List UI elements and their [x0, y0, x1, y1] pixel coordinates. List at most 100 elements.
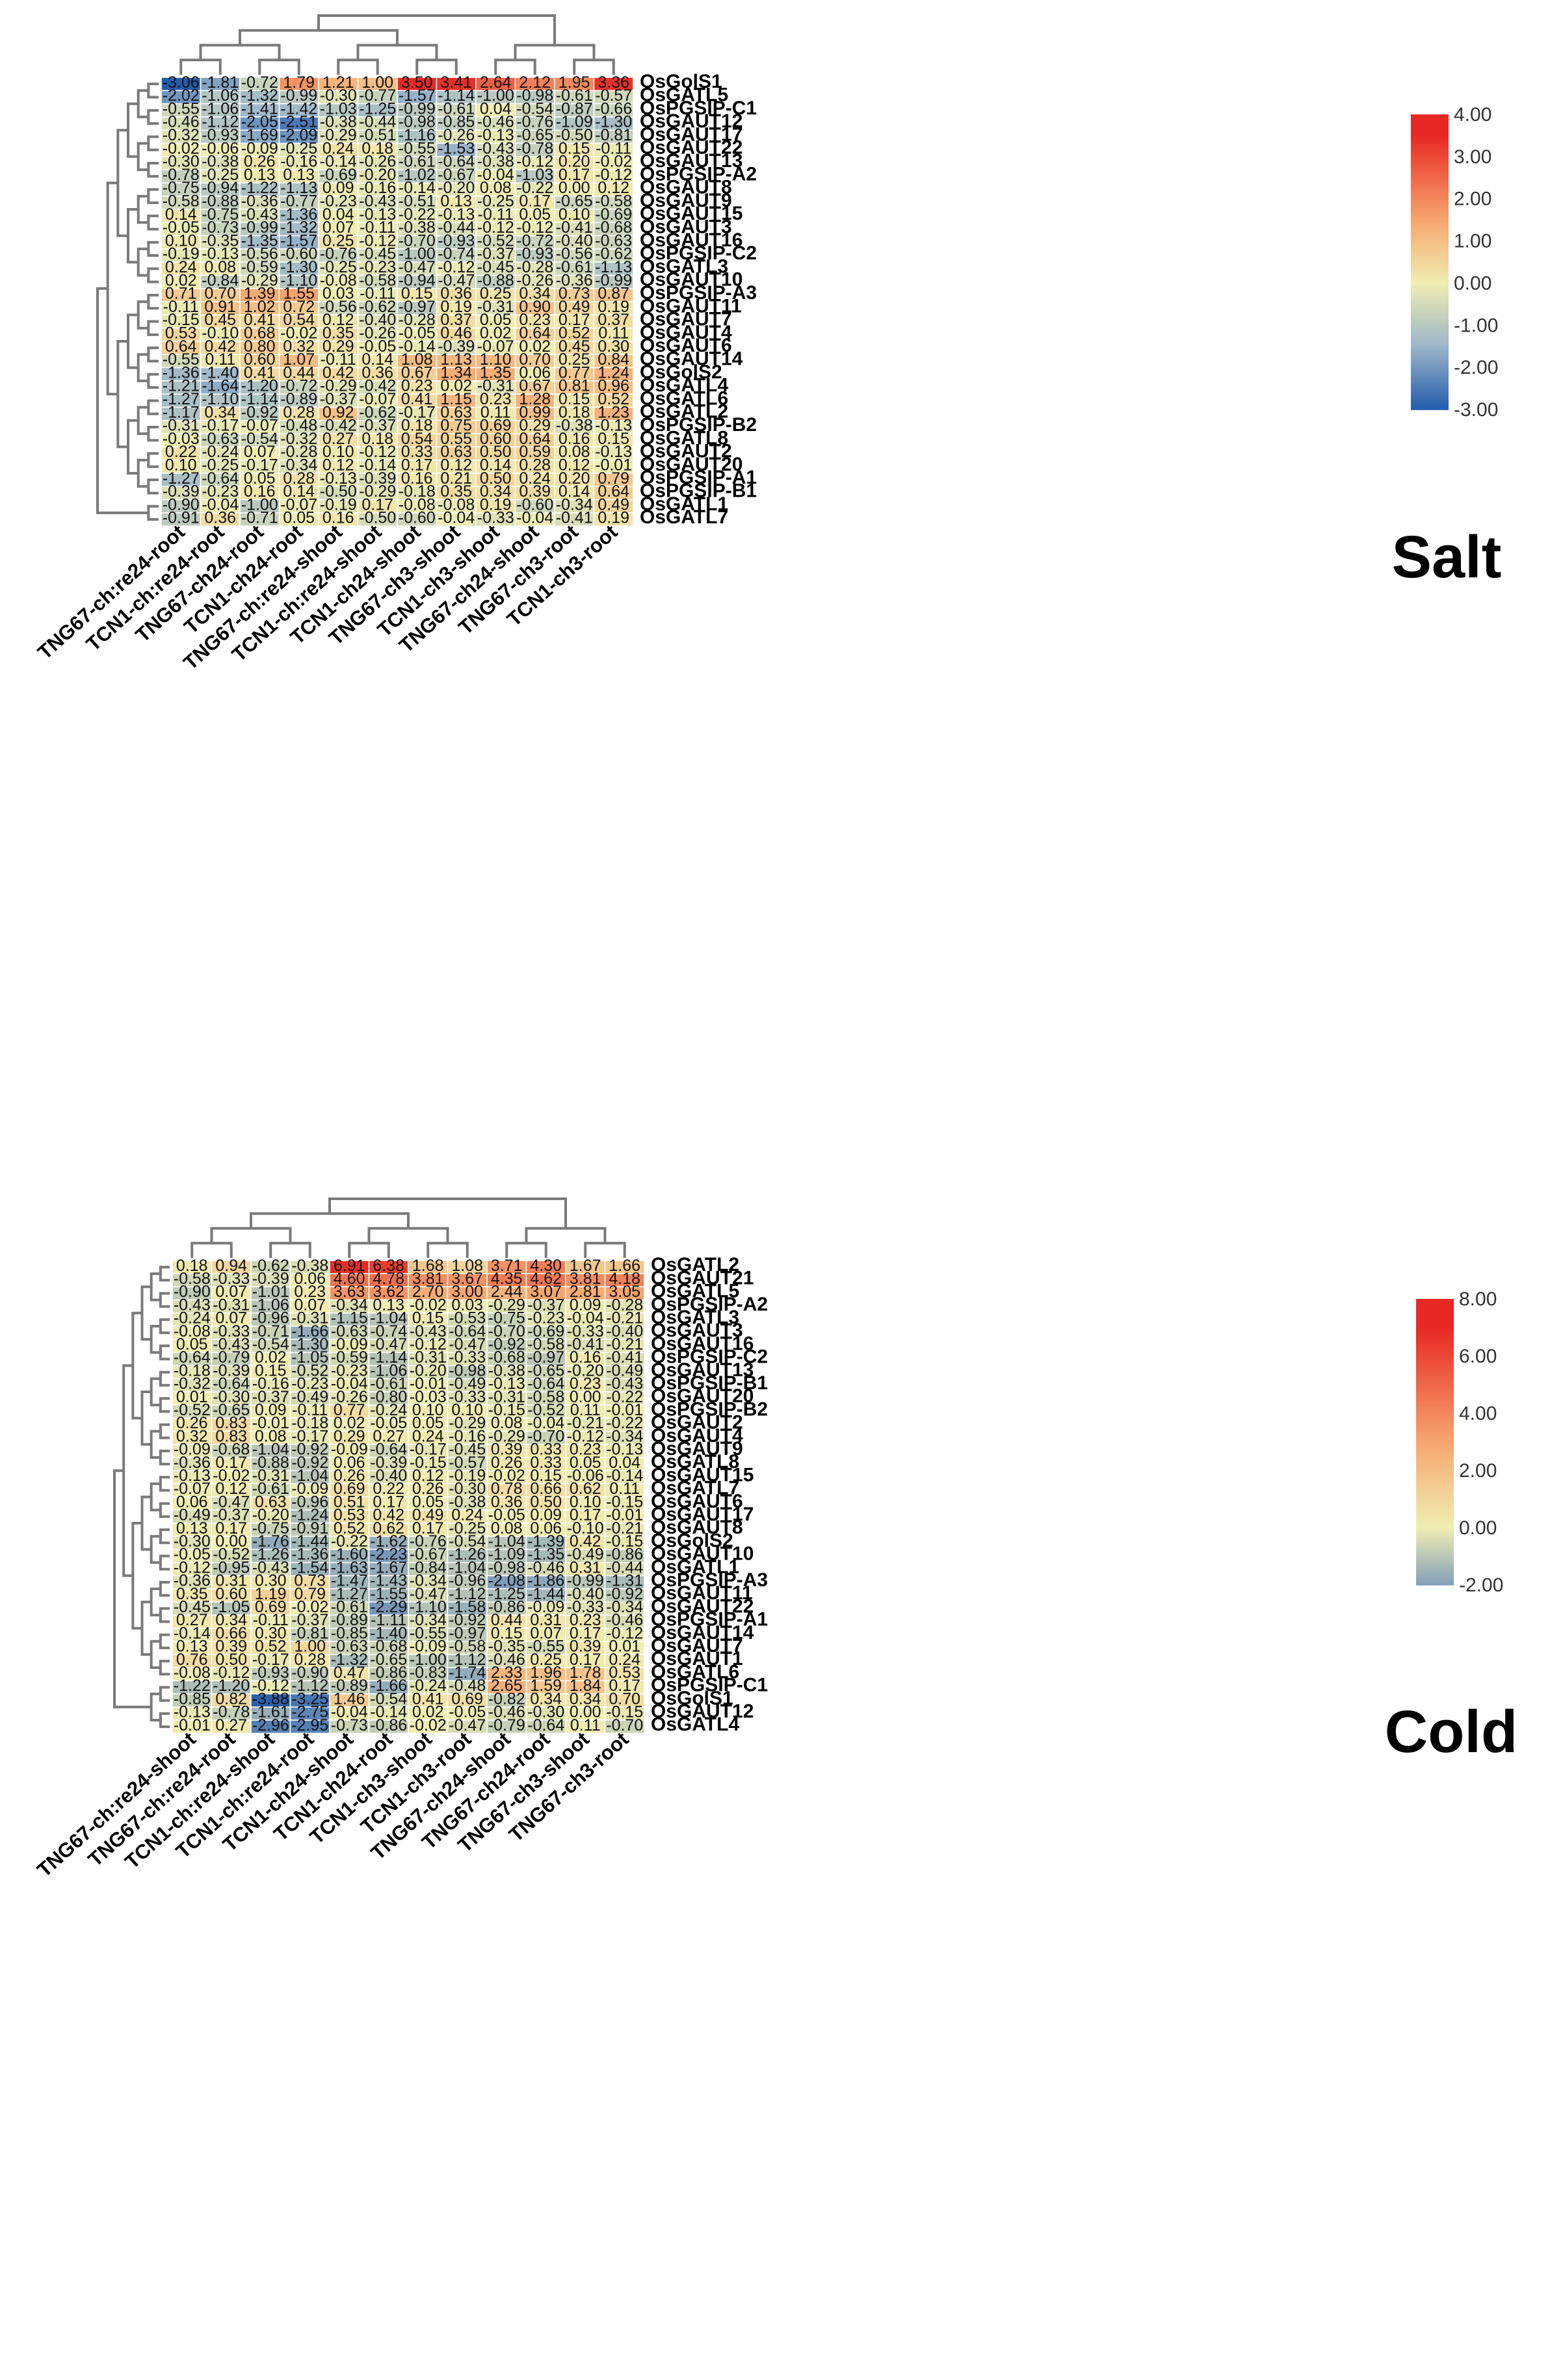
cell-value: 0.16: [322, 509, 354, 527]
cell-value: -0.58: [163, 192, 200, 211]
cell-value: -0.93: [516, 245, 553, 263]
cell-value: 0.79: [598, 469, 629, 488]
cell-value: -0.29: [320, 126, 357, 144]
cell-value: -0.54: [241, 430, 278, 448]
cell-value: 0.42: [204, 337, 236, 356]
cell-value: 0.99: [519, 403, 551, 421]
cell-value: 0.24: [519, 469, 551, 488]
legend-swatch: [1411, 375, 1449, 378]
cell-value: -0.76: [320, 245, 357, 263]
cell-value: 6.38: [373, 1257, 404, 1275]
cell-value: 1.95: [558, 73, 590, 92]
legend-swatch: [1411, 355, 1449, 359]
legend-swatch: [1411, 146, 1449, 150]
cell-value: 1.10: [480, 350, 512, 369]
cell-value: -0.25: [477, 192, 514, 211]
cell-value: -0.14: [359, 456, 396, 475]
cell-value: 0.64: [598, 482, 629, 501]
legend-swatch: [1411, 360, 1449, 363]
row-label: OsPGSIP-B1: [640, 480, 757, 502]
legend-swatch: [1411, 134, 1449, 137]
cell-value: -0.05: [399, 324, 436, 343]
row-label: OsPGSIP-C1: [640, 98, 757, 119]
cell-value: -0.47: [399, 258, 436, 276]
cell-value: 0.13: [283, 166, 315, 184]
legend-swatch: [1411, 316, 1449, 319]
cell-value: -0.72: [241, 73, 278, 92]
legend-swatch: [1411, 380, 1449, 384]
cell-value: -1.57: [399, 86, 436, 105]
cell-value: 0.44: [283, 363, 315, 382]
legend-swatch: [1411, 335, 1449, 339]
legend-swatch: [1411, 269, 1449, 272]
cell-value: -0.45: [477, 258, 514, 276]
cell-value: 0.28: [519, 456, 551, 475]
cell-value: 0.16: [401, 469, 433, 488]
legend-swatch: [1411, 326, 1449, 329]
cell-value: -1.32: [280, 218, 317, 237]
cell-value: 1.23: [598, 403, 629, 421]
cell-value: 0.52: [558, 324, 590, 343]
cell-value: -0.20: [359, 166, 396, 184]
legend-tick: -1.00: [1454, 315, 1498, 336]
cell-value: -1.10: [280, 271, 317, 289]
cell-value: 3.36: [598, 73, 629, 92]
legend-swatch: [1411, 126, 1449, 130]
legend-swatch: [1411, 141, 1449, 145]
cell-value: -0.35: [202, 231, 239, 250]
legend-swatch: [1411, 289, 1449, 293]
cell-value: 0.23: [401, 377, 433, 395]
cell-value: -0.61: [556, 86, 593, 105]
cell-value: -0.39: [359, 469, 396, 488]
cell-value: -0.93: [438, 231, 475, 250]
cell-value: -0.23: [320, 192, 357, 211]
cell-value: -0.12: [438, 258, 475, 276]
cell-value: -1.02: [399, 166, 436, 184]
legend-swatch: [1411, 407, 1449, 410]
cell-value: 0.25: [558, 350, 590, 369]
cell-value: -0.59: [241, 258, 278, 276]
cell-value: -0.19: [163, 245, 200, 263]
legend-swatch: [1411, 183, 1449, 187]
legend-swatch: [1411, 232, 1449, 236]
cell-value: -0.72: [516, 231, 553, 250]
cell-value: -0.39: [163, 482, 200, 501]
cell-value: 0.37: [440, 311, 472, 329]
cell-value: -0.07: [241, 417, 278, 435]
cell-value: -0.12: [516, 218, 553, 237]
cell-value: 0.29: [322, 337, 354, 356]
cell-value: -0.17: [241, 456, 278, 475]
cell-value: 1.24: [598, 363, 629, 382]
legend-swatch: [1411, 345, 1449, 349]
legend-swatch: [1411, 311, 1449, 315]
cell-value: 3.07: [530, 1283, 562, 1301]
cell-value: -0.32: [163, 126, 200, 144]
cell-value: -0.98: [399, 113, 436, 131]
cell-value: 0.54: [283, 311, 315, 329]
cell-value: 2.70: [412, 1283, 444, 1301]
cell-value: -0.31: [213, 1296, 250, 1314]
cell-value: 0.22: [165, 443, 197, 461]
cell-value: -0.45: [359, 245, 396, 263]
cell-value: -0.09: [241, 139, 278, 157]
cell-value: 0.19: [480, 495, 512, 514]
row-label: OsGATL6: [640, 387, 728, 409]
cell-value: 0.28: [283, 403, 315, 421]
cell-value: 0.67: [401, 363, 433, 382]
legend-swatch: [1411, 343, 1449, 347]
cell-value: -1.36: [163, 363, 200, 382]
cell-value: 0.23: [480, 390, 512, 408]
cell-value: -0.17: [202, 417, 239, 435]
cell-value: -0.65: [516, 126, 553, 144]
cell-value: -0.34: [556, 495, 593, 514]
cell-value: 0.03: [322, 285, 354, 303]
legend-swatch: [1411, 350, 1449, 354]
cell-value: 0.45: [558, 337, 590, 356]
row-label: OsGATL4: [640, 374, 728, 396]
cell-value: -0.75: [163, 179, 200, 197]
cell-value: 4.35: [491, 1270, 523, 1288]
cell-value: 0.00: [558, 179, 590, 197]
cell-value: 0.50: [480, 469, 512, 488]
cell-value: 1.00: [361, 73, 393, 92]
cell-value: -0.74: [438, 245, 475, 263]
